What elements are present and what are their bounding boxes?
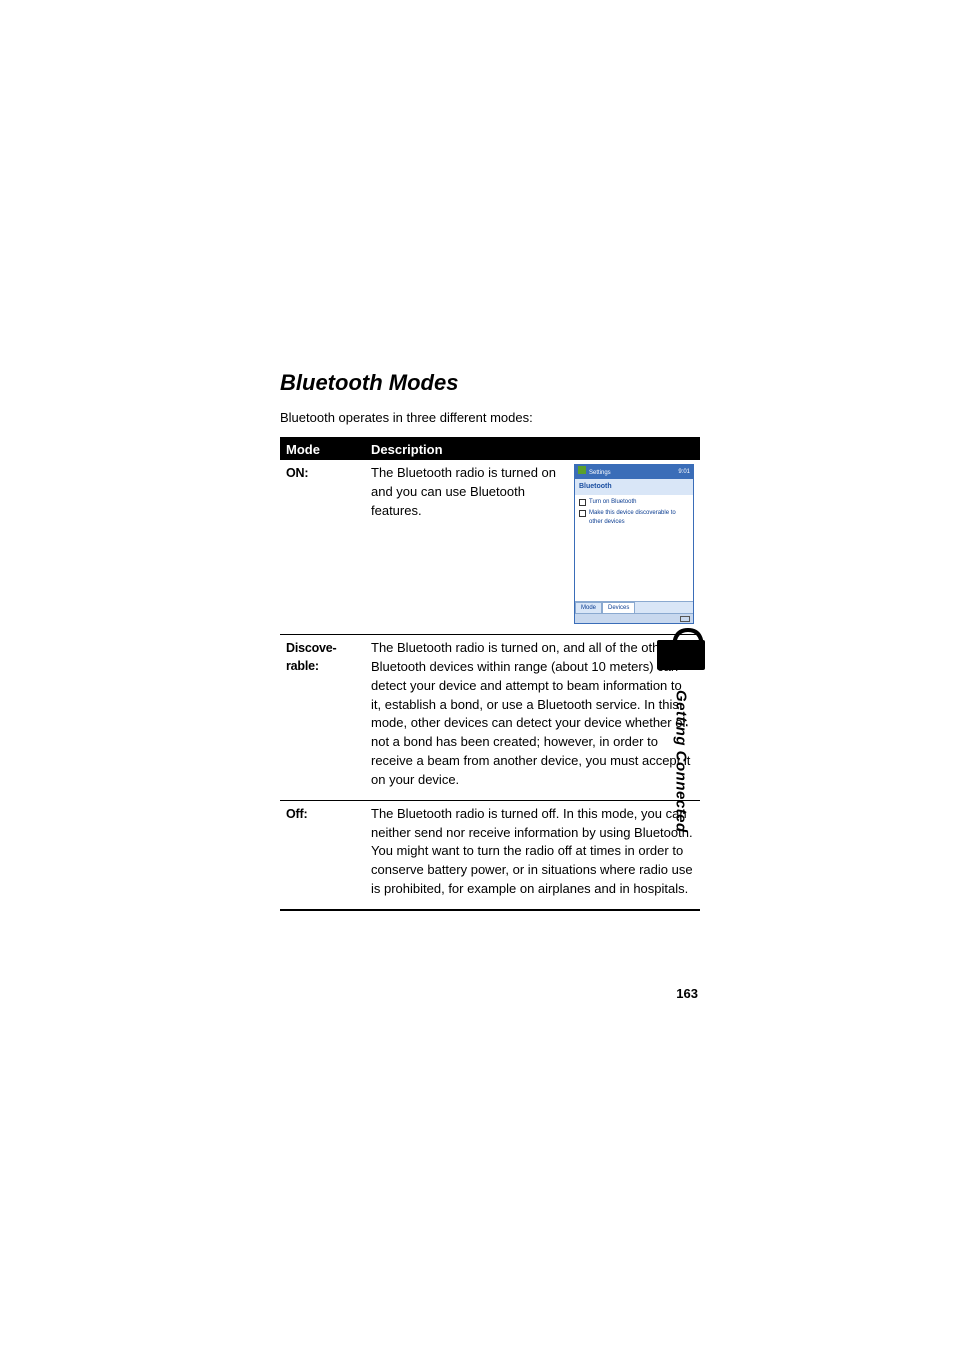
mode-cell-off: Off: <box>280 800 365 910</box>
header-mode: Mode <box>280 438 365 460</box>
ss-topbar: Settings 9:01 <box>575 465 693 479</box>
table-header-row: Mode Description <box>280 438 700 460</box>
description-cell-off: The Bluetooth radio is turned off. In th… <box>365 800 700 910</box>
modes-table: Mode Description ON: The Bluetooth radio… <box>280 437 700 911</box>
page-number: 163 <box>676 986 698 1001</box>
section-icon-wrap <box>657 640 705 670</box>
sidebar: Getting Connected <box>656 640 706 833</box>
settings-screenshot: Settings 9:01 Bluetooth Turn on Bluetoot… <box>574 464 694 624</box>
section-title: Bluetooth Modes <box>280 370 700 396</box>
checkbox-icon <box>579 499 586 506</box>
description-cell-on: The Bluetooth radio is turned on and you… <box>365 460 700 635</box>
ss-time: 9:01 <box>678 468 690 477</box>
mode-cell-on: ON: <box>280 460 365 635</box>
table-row: ON: The Bluetooth radio is turned on and… <box>280 460 700 635</box>
header-description: Description <box>365 438 700 460</box>
intro-text: Bluetooth operates in three different mo… <box>280 410 700 425</box>
ss-check-row: Make this device discoverable to other d… <box>579 509 689 526</box>
mode-cell-discoverable: Discove-rable: <box>280 635 365 801</box>
on-description-text: The Bluetooth radio is turned on and you… <box>371 464 566 521</box>
table-row: Off: The Bluetooth radio is turned off. … <box>280 800 700 910</box>
ss-tab-mode: Mode <box>575 602 602 613</box>
section-running-title: Getting Connected <box>673 690 690 833</box>
ss-check-row: Turn on Bluetooth <box>579 498 689 507</box>
ss-tabs: Mode Devices <box>575 601 693 613</box>
ss-app-title: Settings <box>589 470 611 476</box>
ss-check1-label: Turn on Bluetooth <box>589 498 636 507</box>
ss-body: Turn on Bluetooth Make this device disco… <box>575 495 693 613</box>
ss-tab-devices: Devices <box>602 602 635 613</box>
checkbox-icon <box>579 510 586 517</box>
ss-check2-label: Make this device discoverable to other d… <box>589 509 689 526</box>
ss-subtitle: Bluetooth <box>575 479 693 495</box>
windows-flag-icon <box>578 466 586 474</box>
table-row: Discove-rable: The Bluetooth radio is tu… <box>280 635 700 801</box>
page-content: Bluetooth Modes Bluetooth operates in th… <box>280 370 700 911</box>
description-cell-discoverable: The Bluetooth radio is turned on, and al… <box>365 635 700 801</box>
section-tab-bar <box>657 640 705 670</box>
